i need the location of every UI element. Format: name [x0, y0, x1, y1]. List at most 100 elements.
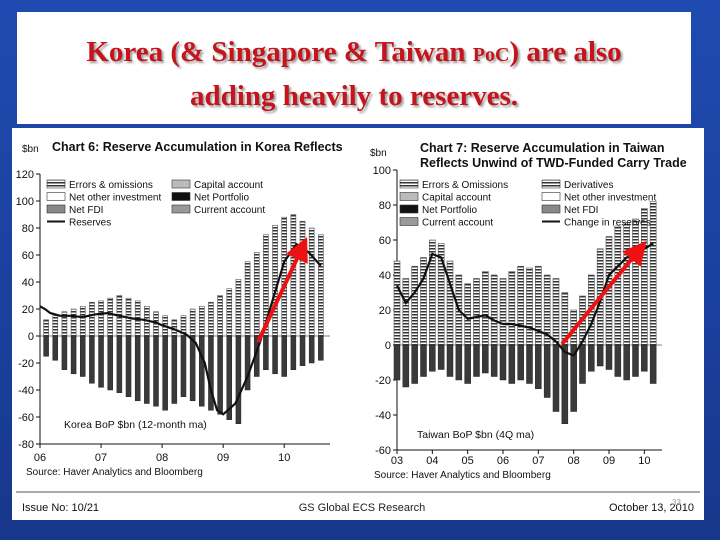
bar-negative: [623, 344, 630, 381]
bar-positive: [208, 301, 214, 337]
x-tick-label: 09: [217, 452, 229, 464]
chart-title: Chart 7: Reserve Accumulation in Taiwan: [420, 141, 665, 155]
title-pre: Korea (& Singapore & Taiwan: [86, 36, 473, 68]
bar-negative: [552, 344, 560, 412]
bar-negative: [411, 344, 418, 384]
bar-negative: [189, 335, 196, 402]
y-tick-label: 60: [379, 235, 391, 247]
bar-negative: [543, 344, 551, 398]
y-tick-label: -60: [375, 445, 391, 457]
bar-negative: [482, 344, 489, 374]
legend-label: Net Portfolio: [422, 205, 477, 216]
y-tick-label: 40: [22, 277, 34, 289]
x-tick-label: 08: [156, 452, 168, 464]
bar-negative: [526, 344, 533, 384]
title-line-2: adding heavily to reserves.: [189, 80, 519, 112]
bar-negative: [244, 335, 251, 391]
bar-positive: [632, 218, 639, 346]
bar-positive: [43, 319, 49, 337]
bar-negative: [43, 335, 49, 357]
legend-label: Net other investment: [69, 193, 161, 204]
legend-swatch: [171, 204, 191, 214]
bar-positive: [614, 225, 622, 346]
bar-negative: [641, 344, 648, 372]
bar-negative: [52, 335, 59, 361]
bar-negative: [318, 335, 324, 361]
bar-negative: [125, 335, 132, 397]
bar-positive: [482, 271, 489, 346]
legend-label: Net FDI: [69, 205, 103, 216]
bar-negative: [614, 344, 622, 377]
bar-positive: [508, 271, 516, 346]
bar-positive: [308, 227, 315, 337]
bar-negative: [116, 335, 123, 393]
bar-positive: [70, 308, 77, 337]
bar-positive: [235, 279, 242, 337]
footer-page: 33: [672, 498, 681, 507]
bar-positive: [641, 208, 648, 346]
bar-negative: [464, 344, 471, 384]
footer-center: GS Global ECS Research: [298, 502, 426, 514]
bar-positive: [107, 297, 114, 337]
legend-label: Net FDI: [564, 205, 598, 216]
bar-negative: [171, 335, 178, 404]
legend-swatch: [541, 192, 561, 201]
x-tick-label: 10: [638, 455, 650, 467]
inner-label: Korea BoP $bn (12-month ma): [64, 419, 207, 431]
legend-label: Net Portfolio: [194, 193, 249, 204]
y-tick-label: -40: [375, 410, 391, 422]
legend-swatch: [46, 192, 66, 201]
bar-positive: [290, 214, 297, 337]
bar-negative: [473, 344, 480, 377]
bar-negative: [632, 344, 639, 377]
bar-negative: [79, 335, 86, 377]
legend-swatch: [399, 179, 419, 189]
bar-positive: [499, 278, 507, 346]
bar-negative: [490, 344, 498, 377]
chart-2: Chart 7: Reserve Accumulation in TaiwanR…: [370, 141, 687, 481]
bar-negative: [596, 344, 604, 367]
title-box: Korea (& Singapore & Taiwan PoC) are als…: [17, 12, 691, 124]
y-tick-label: 60: [22, 250, 34, 262]
legend-label: Derivatives: [564, 180, 613, 191]
legend-label: Net other investment: [564, 193, 656, 204]
footer-issue: Issue No: 10/21: [22, 502, 99, 514]
bar-positive: [244, 261, 251, 337]
y-tick-label: 0: [385, 340, 391, 352]
bar-negative: [180, 335, 187, 397]
bar-negative: [446, 344, 454, 377]
bar-positive: [79, 306, 86, 337]
bar-negative: [272, 335, 278, 375]
x-tick-label: 10: [278, 452, 290, 464]
bar-positive: [473, 278, 480, 346]
bar-positive: [89, 301, 95, 337]
bar-positive: [52, 315, 59, 337]
bar-positive: [517, 265, 524, 346]
source-note: Source: Haver Analytics and Bloomberg: [374, 470, 551, 481]
bar-negative: [402, 344, 410, 388]
y-tick-label: 80: [379, 200, 391, 212]
bar-negative: [535, 344, 542, 389]
bar-negative: [499, 344, 507, 381]
bar-positive: [464, 283, 471, 346]
x-tick-label: 04: [426, 455, 438, 467]
bar-positive: [552, 278, 560, 346]
bar-negative: [393, 344, 401, 381]
bar-positive: [623, 222, 630, 346]
y-tick-label: 80: [22, 223, 34, 235]
bar-negative: [605, 344, 613, 370]
bar-positive: [226, 288, 233, 337]
legend-swatch: [399, 217, 419, 226]
footer-date: October 13, 2010: [609, 502, 694, 514]
legend-label: Errors & Omissions: [422, 180, 508, 191]
charts-svg: Chart 6: Reserve Accumulation in Korea R…: [16, 140, 700, 514]
bar-negative: [517, 344, 524, 381]
bar-negative: [144, 335, 150, 404]
bar-negative: [199, 335, 205, 407]
bar-negative: [508, 344, 516, 384]
bar-positive: [281, 216, 288, 337]
bar-positive: [490, 274, 498, 346]
bar-negative: [649, 344, 657, 384]
bar-negative: [217, 335, 223, 415]
x-tick-label: 06: [497, 455, 509, 467]
